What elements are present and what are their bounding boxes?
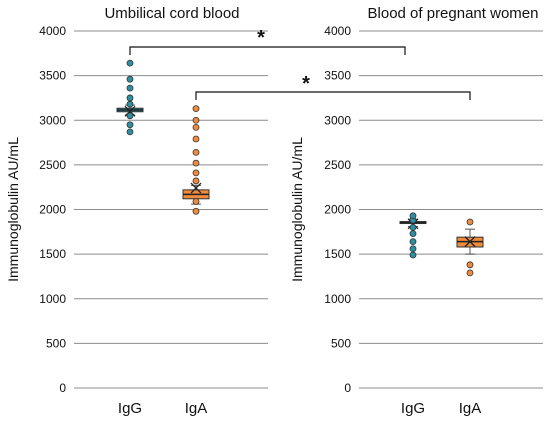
y-tick-label: 2500 (324, 158, 351, 172)
data-point (192, 207, 200, 215)
y-axis-label: Immunoglobulin AU/mL (5, 137, 21, 282)
data-point (126, 112, 134, 120)
x-category-label: IgA (459, 400, 482, 417)
data-point (126, 84, 134, 92)
data-point (466, 269, 474, 277)
y-tick-label: 1500 (39, 247, 66, 261)
y-tick-label: 3000 (39, 113, 66, 127)
data-point (126, 75, 134, 83)
data-point (192, 177, 200, 185)
mean-marker (464, 236, 476, 248)
data-point (409, 212, 417, 220)
significance-marker: * (257, 27, 265, 49)
data-point (466, 218, 474, 226)
significance-marker: * (302, 73, 310, 95)
data-point (192, 123, 200, 131)
data-point (126, 94, 134, 102)
y-tick-label: 1500 (324, 247, 351, 261)
data-point (409, 251, 417, 259)
y-tick-label: 2000 (324, 203, 351, 217)
significance-bracket (195, 91, 471, 100)
y-tick-label: 4000 (39, 24, 66, 38)
data-point (126, 128, 134, 136)
data-point (409, 238, 417, 246)
data-point (192, 116, 200, 124)
y-tick-label: 500 (331, 336, 351, 350)
mean-marker (190, 182, 202, 194)
data-point (409, 245, 417, 253)
y-tick-label: 3000 (324, 113, 351, 127)
y-tick-label: 2500 (39, 158, 66, 172)
x-category-label: IgA (185, 400, 208, 417)
y-tick-label: 1000 (324, 292, 351, 306)
data-point (126, 59, 134, 67)
y-tick-label: 3500 (39, 69, 66, 83)
y-tick-label: 1000 (39, 292, 66, 306)
data-point (126, 121, 134, 129)
y-tick-label: 0 (344, 381, 351, 395)
y-tick-label: 0 (59, 381, 66, 395)
data-point (126, 100, 134, 108)
panel-title: Blood of pregnant women (368, 5, 539, 22)
data-point (192, 169, 200, 177)
data-point (192, 198, 200, 205)
panel-title: Umbilical cord blood (104, 5, 239, 22)
data-point (409, 230, 417, 237)
significance-bracket (129, 46, 406, 55)
mean-marker (124, 105, 136, 117)
y-tick-label: 3500 (324, 69, 351, 83)
y-tick-label: 2000 (39, 203, 66, 217)
y-axis-label: Immunoglobulin AU/mL (289, 137, 305, 282)
data-point (466, 261, 474, 269)
y-tick-label: 500 (46, 336, 66, 350)
y-tick-label: 4000 (324, 24, 351, 38)
data-point (409, 223, 417, 231)
x-category-label: IgG (401, 400, 425, 417)
data-point (192, 105, 200, 113)
data-point (192, 135, 200, 143)
x-category-label: IgG (118, 400, 142, 417)
data-point (192, 159, 200, 167)
data-point (192, 148, 200, 156)
